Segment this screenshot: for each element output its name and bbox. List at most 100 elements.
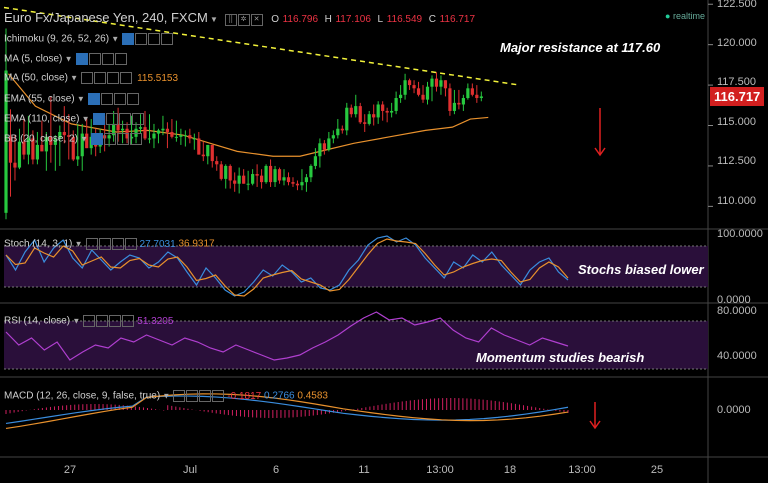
candle-body: [457, 102, 461, 105]
candle-body: [210, 144, 214, 162]
chevron-down-icon[interactable]: ▼: [67, 73, 79, 83]
settings-icon[interactable]: [117, 133, 130, 145]
chevron-down-icon[interactable]: ▼: [160, 391, 171, 401]
price-tick: 110.000: [717, 195, 756, 207]
candle-body: [228, 165, 232, 181]
price-tick: 117.500: [717, 76, 756, 88]
indicator-ichimoku[interactable]: Ichimoku (9, 26, 52, 26) ▼: [4, 33, 174, 45]
candle-body: [49, 136, 53, 145]
rsi-label: RSI (14, close): [4, 315, 71, 327]
grid-icon[interactable]: [98, 238, 111, 250]
time-tick: 6: [272, 464, 280, 476]
eye-icon[interactable]: [92, 113, 105, 125]
indicator-ema55[interactable]: EMA (55, close) ▼: [4, 93, 140, 105]
stoch-legend[interactable]: Stoch (14, 3, 1) ▼ 27.7031 36.9317: [4, 238, 215, 250]
eye-icon[interactable]: [91, 133, 104, 145]
eye-icon[interactable]: [85, 238, 98, 250]
grid-icon[interactable]: [105, 113, 118, 125]
candle-body: [345, 107, 349, 131]
eye-icon[interactable]: [81, 72, 94, 84]
candle-body: [340, 128, 344, 131]
indicator-ma5[interactable]: MA (5, close) ▼: [4, 53, 128, 65]
eye-icon[interactable]: [87, 93, 100, 105]
close-icon[interactable]: [161, 33, 174, 45]
grid-icon[interactable]: [104, 133, 117, 145]
macd-legend[interactable]: MACD (12, 26, close, 9, false, true) ▼ -0…: [4, 390, 328, 402]
rsi-legend[interactable]: RSI (14, close) ▼ 51.3205: [4, 315, 173, 327]
close-icon[interactable]: [124, 238, 137, 250]
settings-icon[interactable]: [199, 390, 212, 402]
grid-icon[interactable]: [94, 72, 107, 84]
eye-icon[interactable]: [75, 53, 88, 65]
settings-icon[interactable]: [109, 315, 122, 327]
candle-body: [448, 88, 452, 111]
close-icon[interactable]: [122, 315, 135, 327]
candle-body: [147, 138, 152, 140]
candle-body: [53, 138, 57, 145]
close-icon[interactable]: [120, 72, 133, 84]
chevron-down-icon[interactable]: ▼: [109, 34, 120, 44]
settings-icon[interactable]: [107, 72, 120, 84]
settings-icon[interactable]: [101, 53, 114, 65]
macd-value: 0.2766: [264, 390, 295, 402]
candle-body: [282, 177, 286, 181]
eye-icon[interactable]: [122, 33, 135, 45]
close-label: C: [428, 14, 436, 25]
chevron-down-icon[interactable]: ▼: [62, 54, 73, 64]
grid-icon[interactable]: [100, 93, 113, 105]
settings-icon[interactable]: ✲: [237, 13, 250, 26]
grid-icon[interactable]: [88, 53, 101, 65]
stoch-k-line: [5, 235, 569, 297]
macd-signal-line: [5, 393, 569, 430]
candle-body: [313, 156, 318, 166]
close-icon[interactable]: [212, 390, 225, 402]
candle-body: [291, 182, 295, 184]
stoch-d-line: [5, 238, 569, 297]
candle-body: [71, 136, 75, 160]
chart-header: Euro Fx/Japanese Yen, 240, FXCM ▼ ⣿ ✲ ✕ O …: [4, 10, 475, 26]
close-icon[interactable]: ✕: [250, 13, 263, 26]
eye-icon[interactable]: [173, 390, 186, 402]
chevron-down-icon[interactable]: ▼: [70, 316, 81, 326]
low-value: 116.549: [386, 14, 423, 25]
grid-icon[interactable]: [135, 33, 148, 45]
candle-body: [44, 136, 48, 152]
indicator-bb[interactable]: BB (20, close, 2) ▼: [4, 133, 143, 145]
grid-icon[interactable]: [186, 390, 199, 402]
close-icon[interactable]: [130, 133, 143, 145]
time-tick: 11: [358, 464, 370, 476]
settings-icon[interactable]: [113, 93, 126, 105]
realtime-label: realtime: [672, 11, 705, 21]
chevron-down-icon[interactable]: ▼: [207, 15, 218, 24]
chevron-down-icon[interactable]: ▼: [79, 114, 90, 124]
candle-body: [466, 88, 470, 99]
close-icon[interactable]: [131, 113, 144, 125]
close-icon[interactable]: [126, 93, 139, 105]
chevron-down-icon[interactable]: ▼: [77, 134, 89, 144]
high-value: 117.106: [335, 14, 371, 25]
realtime-indicator: ● realtime: [665, 11, 705, 21]
indicator-ma50[interactable]: MA (50, close) ▼ 115.5153: [4, 72, 178, 84]
indicator-ema110[interactable]: EMA (110, close) ▼: [4, 113, 145, 125]
settings-icon[interactable]: [148, 33, 161, 45]
candle-body: [349, 107, 353, 115]
chevron-down-icon[interactable]: ▼: [74, 94, 85, 104]
price-tick: 122.500: [717, 0, 757, 10]
candle-body: [76, 156, 80, 160]
grid-icon[interactable]: ⣿: [224, 13, 237, 26]
close-icon[interactable]: [114, 53, 127, 65]
settings-icon[interactable]: [118, 113, 131, 125]
settings-icon[interactable]: [111, 238, 124, 250]
eye-icon[interactable]: [83, 315, 96, 327]
grid-icon[interactable]: [96, 315, 109, 327]
candle-body: [354, 106, 358, 115]
candle-body: [242, 175, 246, 184]
symbol-title[interactable]: Euro Fx/Japanese Yen, 240, FXCM: [4, 10, 208, 25]
candle-body: [197, 138, 201, 155]
chevron-down-icon[interactable]: ▼: [72, 239, 83, 249]
candle-body: [430, 78, 434, 87]
time-tick: 18: [503, 464, 517, 476]
candle-body: [264, 165, 268, 183]
candle-body: [425, 86, 430, 100]
